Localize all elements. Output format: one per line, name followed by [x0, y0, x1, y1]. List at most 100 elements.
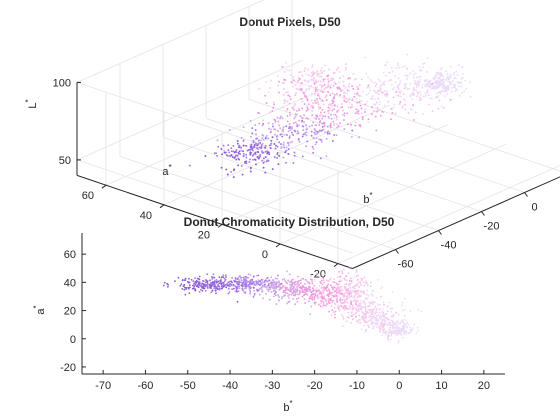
scatter-point — [351, 97, 354, 100]
scatter-point — [376, 91, 378, 94]
scatter-point — [345, 295, 347, 298]
scatter-point — [340, 289, 343, 292]
scatter-point — [249, 151, 252, 154]
scatter-point — [312, 121, 315, 124]
scatter-point — [183, 279, 186, 281]
scatter-point — [348, 267, 351, 270]
scatter-point — [294, 303, 297, 306]
scatter-point — [341, 113, 344, 116]
scatter-point — [180, 283, 183, 285]
scatter-point — [314, 133, 317, 136]
scatter-point — [181, 279, 184, 281]
scatter-point — [379, 80, 381, 83]
scatter-point — [278, 288, 280, 291]
scatter-point — [445, 70, 448, 73]
scatter-point — [360, 305, 362, 308]
scatter-point — [205, 279, 207, 281]
scatter-point — [306, 140, 309, 143]
scatter-point — [437, 94, 440, 97]
scatter-point — [256, 156, 259, 158]
scatter-point — [242, 152, 245, 155]
scatter-point — [310, 130, 313, 133]
scatter-point — [366, 86, 369, 89]
scatter-point — [391, 307, 393, 310]
scatter-point — [321, 129, 324, 132]
scatter-point — [426, 79, 429, 81]
scatter-point — [345, 66, 347, 69]
scatter-point — [305, 97, 308, 100]
scatter-point — [240, 137, 243, 139]
scatter-point — [307, 88, 310, 91]
scatter-point — [290, 288, 292, 291]
scatter-point — [329, 113, 332, 116]
scatter-point — [206, 286, 209, 288]
scatter-point — [272, 279, 275, 281]
scatter-point — [329, 79, 332, 82]
b-tick-mark — [481, 211, 485, 216]
scatter-point — [364, 319, 367, 322]
scatter-point — [319, 106, 322, 109]
scatter-point — [237, 278, 240, 281]
scatter-point — [330, 299, 333, 302]
scatter-point — [348, 296, 351, 299]
scatter-point — [292, 133, 295, 136]
scatter-point — [400, 334, 403, 336]
scatter-point — [310, 305, 313, 308]
scatter-point — [392, 313, 395, 316]
scatter-point — [257, 283, 260, 286]
scatter-point — [284, 292, 287, 294]
scatter-point — [382, 71, 385, 74]
scatter-point — [295, 92, 297, 95]
scatter-point — [373, 318, 376, 321]
scatter-point — [334, 303, 337, 306]
scatter-point — [350, 135, 353, 138]
scatter-point — [300, 82, 303, 85]
scatter-point — [320, 72, 323, 75]
chart-2d-xlabel: b* — [283, 399, 292, 414]
scatter-point — [299, 115, 302, 118]
scatter-point — [328, 310, 330, 313]
scatter-point — [307, 117, 309, 120]
scatter-point — [243, 279, 245, 282]
scatter-point — [271, 168, 274, 171]
scatter-point — [318, 288, 321, 291]
scatter-point — [193, 285, 196, 288]
scatter-point — [399, 100, 402, 103]
scatter-point — [301, 116, 304, 119]
scatter-point — [347, 77, 350, 80]
scatter-point — [305, 287, 307, 289]
scatter-point — [320, 302, 322, 305]
scatter-point — [273, 103, 276, 106]
scatter-point — [388, 335, 390, 337]
scatter-point — [439, 74, 441, 77]
scatter-point — [242, 139, 245, 142]
scatter-point — [390, 315, 393, 318]
scatter-point — [327, 112, 330, 115]
scatter-point — [362, 90, 365, 93]
scatter-point — [253, 289, 256, 292]
scatter-point — [296, 125, 299, 128]
scatter-point — [292, 108, 295, 111]
scatter-point — [367, 118, 370, 121]
scatter-point — [396, 85, 399, 87]
scatter-point — [445, 78, 448, 81]
scatter-point — [404, 99, 407, 102]
scatter-point — [351, 304, 354, 306]
scatter-point — [325, 294, 328, 296]
scatter-point — [320, 279, 323, 282]
scatter-point — [246, 285, 248, 288]
scatter-point — [449, 83, 452, 86]
scatter-point — [404, 333, 407, 335]
scatter-point — [295, 87, 298, 90]
scatter-point — [461, 91, 463, 94]
scatter-point — [380, 296, 383, 298]
scatter-point — [287, 94, 290, 97]
scatter-point — [372, 290, 374, 293]
scatter-point — [391, 290, 394, 293]
scatter-point — [454, 87, 457, 90]
scatter-point — [327, 80, 330, 83]
scatter-point — [428, 125, 431, 128]
scatter-point — [424, 85, 427, 88]
scatter-point — [322, 279, 325, 282]
scatter-point — [239, 153, 242, 156]
